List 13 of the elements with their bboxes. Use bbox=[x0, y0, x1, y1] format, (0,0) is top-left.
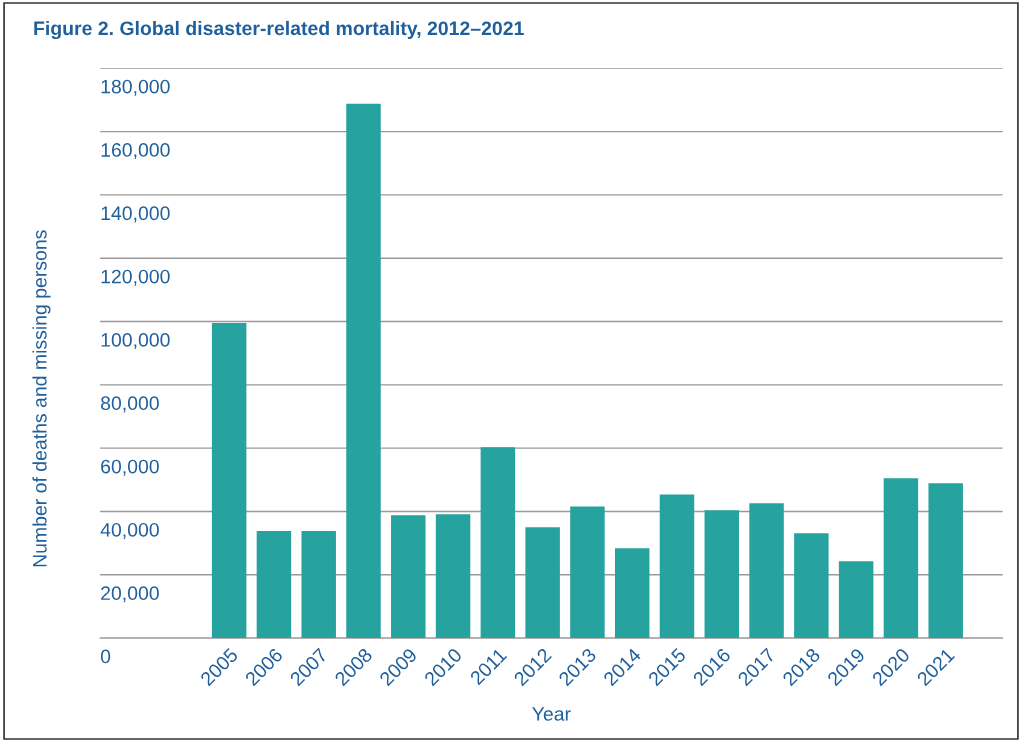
y-tick-label: 120,000 bbox=[101, 269, 170, 286]
y-tick-label: 0 bbox=[100, 649, 111, 664]
y-tick-label: 60,000 bbox=[101, 459, 159, 476]
y-tick-label: 20,000 bbox=[101, 586, 159, 603]
y-tick-label: 100,000 bbox=[101, 333, 170, 350]
x-axis-title: Year bbox=[532, 707, 571, 721]
y-tick-label: 140,000 bbox=[101, 206, 170, 223]
chart-title: Figure 2. Global disaster-related mortality, 2012–2021 bbox=[34, 20, 524, 40]
y-tick-label: 80,000 bbox=[101, 396, 159, 413]
y-tick-label: 160,000 bbox=[101, 143, 170, 160]
y-tick-label: 40,000 bbox=[100, 522, 159, 540]
y-tick-label: 180,000 bbox=[101, 79, 170, 96]
y-axis-title: Number of deaths and missing persons bbox=[32, 230, 51, 567]
